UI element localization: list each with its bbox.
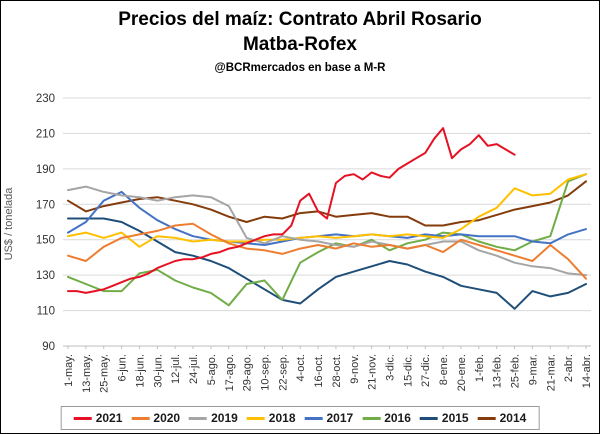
x-tick-label: 15-dic.: [402, 354, 414, 387]
legend-label-2018: 2018: [268, 411, 296, 425]
chart-subtitle: @BCRmercados en base a M-R: [214, 62, 386, 74]
legend-label-2021: 2021: [95, 411, 123, 425]
y-tick-label: 150: [36, 235, 55, 247]
x-tick-label: 8-ene.: [438, 354, 450, 385]
legend-item-2016: 2016: [362, 411, 411, 425]
x-tick-label: 10-sep.: [259, 354, 271, 391]
x-tick-label: 20-ene.: [456, 354, 468, 391]
x-tick-label: 6-jun.: [117, 354, 129, 382]
plot-area: 90 110 130 150 170 190 210 230 1-may. 13-may. 25-m…: [36, 93, 593, 393]
x-tick-label: 9-mar.: [527, 354, 539, 385]
x-tick-label: 30-jun.: [152, 354, 164, 388]
series-line-2015: [67, 217, 587, 310]
x-tick-label: 4-oct.: [295, 354, 307, 382]
legend-swatch-2016: [362, 416, 381, 420]
series-line-2018: [67, 173, 587, 248]
y-tick-label: 170: [36, 199, 55, 211]
chart-title-line1: Precios del maíz: Contrato Abril Rosario: [118, 9, 482, 30]
y-tick-label: 190: [36, 164, 55, 176]
legend: 2021 2020 2019 2018 2017 2016 2015 2014: [60, 406, 540, 430]
legend-label-2017: 2017: [326, 411, 354, 425]
x-tick-label: 22-sep.: [277, 354, 289, 391]
legend-item-2018: 2018: [246, 411, 296, 425]
chart-title-line2: Matba-Rofex: [242, 34, 357, 55]
y-tick-label: 110: [37, 306, 55, 318]
legend-item-2014: 2014: [477, 411, 527, 425]
x-tick-label: 14-abr.: [581, 354, 593, 388]
x-tick-label: 1-may.: [63, 354, 75, 387]
y-tick-label: 90: [42, 341, 55, 353]
series-line-2019: [67, 185, 587, 277]
legend-label-2015: 2015: [441, 411, 469, 425]
legend-swatch-2015: [419, 416, 438, 420]
legend-label-2019: 2019: [211, 411, 238, 425]
y-tick-label: 210: [36, 128, 55, 140]
legend-item-2015: 2015: [419, 411, 469, 425]
legend-swatch-2019: [189, 416, 208, 420]
legend-label-2016: 2016: [384, 411, 411, 425]
y-tick-label: 230: [36, 93, 55, 105]
x-tick-label: 25-may.: [99, 354, 111, 393]
x-tick-label: 5-ago.: [206, 354, 218, 385]
x-tick-label: 28-oct.: [331, 354, 343, 388]
series-line-2021: [67, 127, 516, 294]
y-tick-label: 130: [36, 270, 55, 282]
x-tick-label: 17-ago.: [224, 354, 236, 391]
legend-swatch-2017: [304, 416, 323, 420]
x-tick-label: 16-oct.: [313, 354, 325, 388]
legend-item-2019: 2019: [189, 411, 238, 425]
legend-swatch-2020: [131, 416, 150, 420]
series-line-2014: [67, 180, 587, 227]
x-tick-label: 21-mar.: [545, 354, 557, 391]
legend-item-2020: 2020: [131, 411, 180, 425]
x-tick-label: 3-dic.: [385, 354, 397, 381]
x-tick-label: 24-jul.: [188, 354, 200, 384]
x-tick-label: 2-abr.: [563, 354, 575, 382]
x-tick-label: 25-feb.: [510, 354, 522, 388]
x-tick-label: 18-jun.: [134, 354, 146, 388]
legend-label-2020: 2020: [153, 411, 181, 425]
x-tick-label: 9-nov.: [349, 354, 361, 384]
legend-swatch-2021: [73, 416, 92, 420]
legend-item-2017: 2017: [304, 411, 354, 425]
legend-swatch-2018: [246, 416, 265, 420]
x-tick-label: 27-dic.: [420, 354, 432, 387]
legend-item-2021: 2021: [73, 411, 123, 425]
x-tick-label: 1-feb.: [474, 354, 486, 382]
x-tick-label: 29-ago.: [242, 354, 254, 391]
series-line-2017: [67, 190, 587, 246]
series-line-2020: [67, 222, 587, 280]
legend-swatch-2014: [477, 416, 496, 420]
x-tick-label: 13-may.: [81, 354, 93, 393]
legend-label-2014: 2014: [499, 411, 527, 425]
x-tick-label: 21-nov.: [367, 354, 379, 390]
x-tick-label: 13-feb.: [492, 354, 504, 388]
x-tick-label: 12-jul.: [170, 354, 182, 384]
